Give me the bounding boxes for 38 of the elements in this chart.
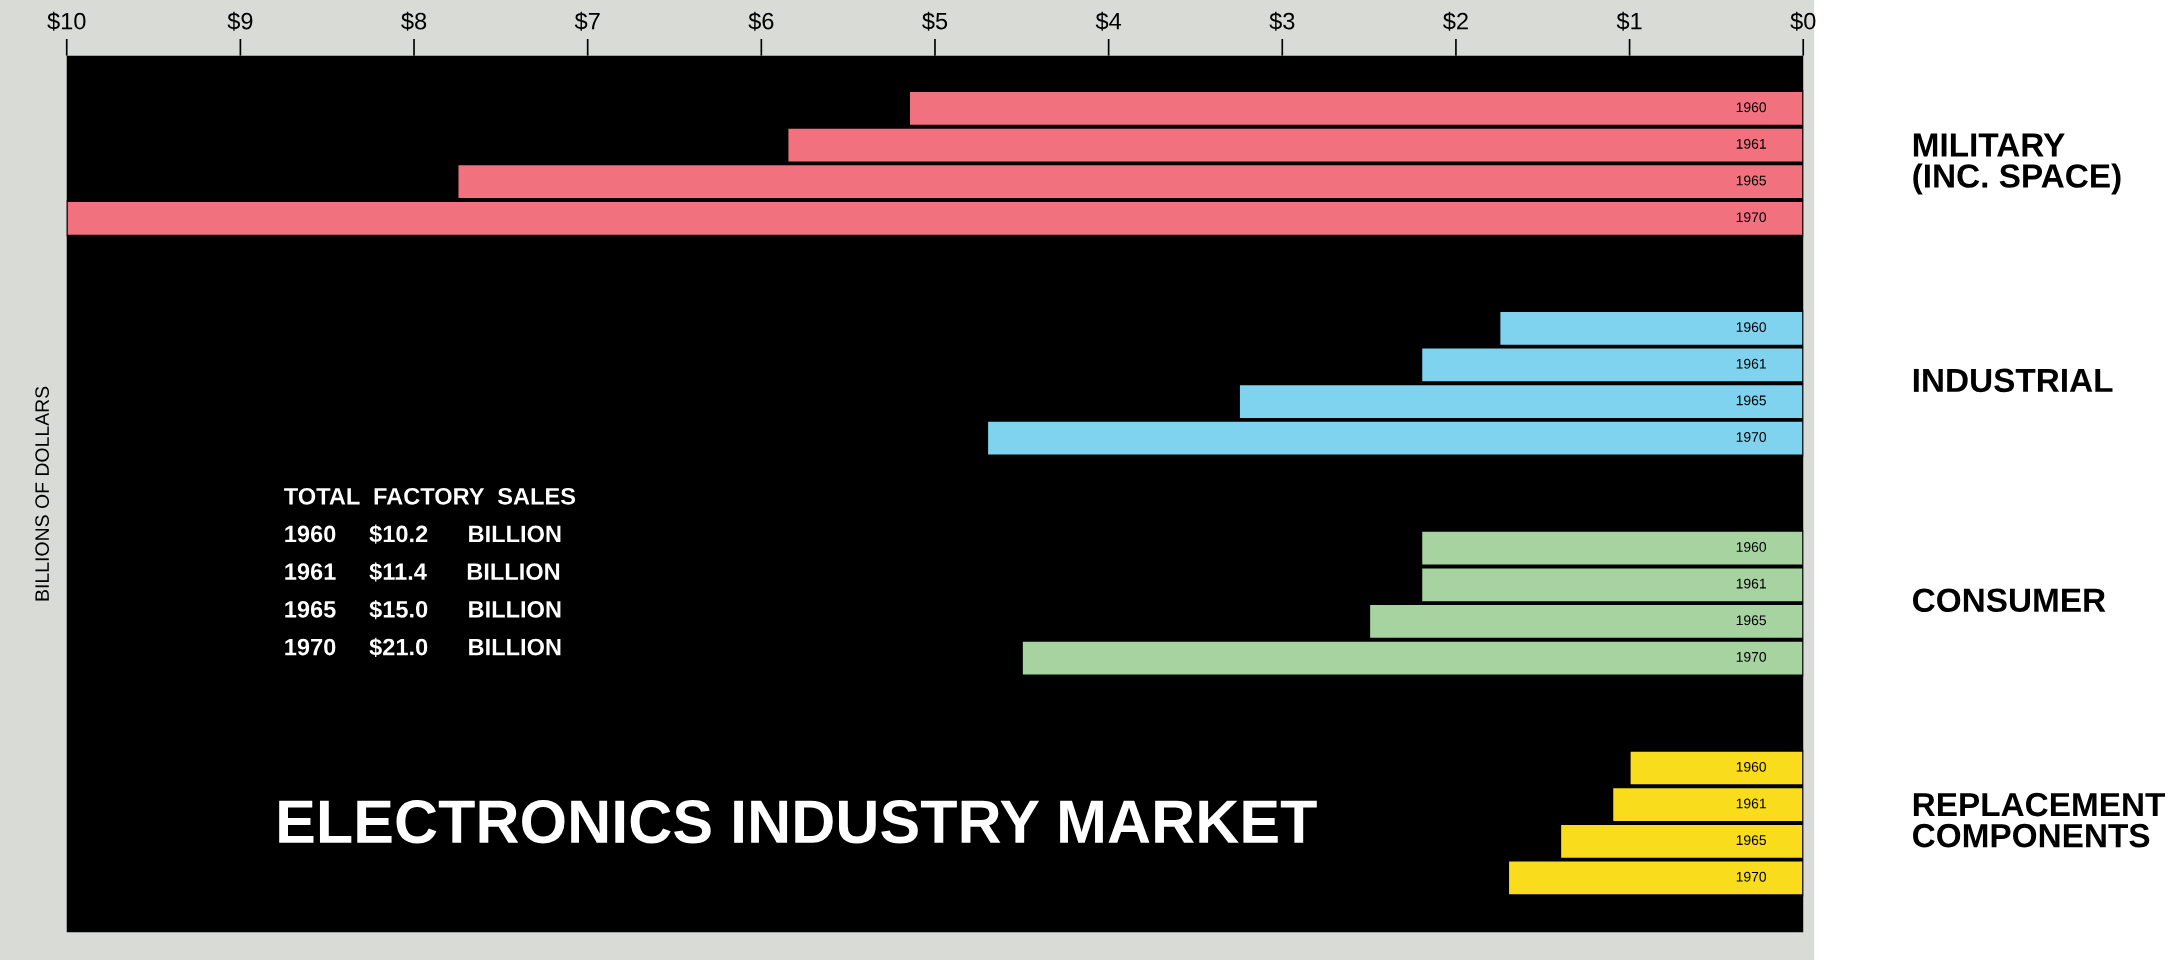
y-tick-label: 1965 bbox=[1736, 395, 1766, 406]
y-tick-label: 1970 bbox=[1736, 651, 1767, 662]
annotation: 1960 $10.2 BILLION bbox=[285, 524, 561, 544]
y-tick-label: 1961 bbox=[1736, 798, 1766, 809]
x-tick-label: $9 bbox=[227, 11, 253, 31]
x-tick-label: $0 bbox=[1790, 11, 1816, 31]
x-tick-label: $7 bbox=[574, 11, 600, 31]
x-tick-label: $4 bbox=[1095, 11, 1122, 31]
y-tick-label: 1961 bbox=[1736, 578, 1766, 589]
text: CONSUMER bbox=[1913, 588, 2106, 613]
annotation: TOTAL FACTORY SALES bbox=[284, 487, 576, 505]
y-tick-label: 1960 bbox=[1736, 322, 1767, 333]
y-tick-label: 1965 bbox=[1736, 175, 1766, 186]
y-tick-label: 1970 bbox=[1736, 432, 1767, 442]
y-tick-label: 1960 bbox=[1736, 542, 1767, 552]
x-tick-label: $8 bbox=[401, 11, 427, 31]
x-tick-label: $2 bbox=[1443, 11, 1468, 31]
x-tick-label: $1 bbox=[1616, 11, 1642, 31]
annotation: 1965 $15.0 BILLION bbox=[285, 599, 561, 620]
y-tick-label: 1970 bbox=[1736, 871, 1767, 882]
annotation: 1961 $11.4 BILLION bbox=[285, 562, 560, 582]
y-tick-label: 1960 bbox=[1736, 102, 1767, 113]
y-tick-label: 1970 bbox=[1736, 212, 1767, 223]
x-tick-label: $10 bbox=[47, 11, 86, 31]
y-tick-label: 1960 bbox=[1736, 761, 1767, 772]
annotation: ELECTRONICS INDUSTRY MARKET bbox=[279, 800, 1317, 844]
y-tick-label: 1965 bbox=[1736, 615, 1766, 626]
y-tick-label: 1965 bbox=[1736, 835, 1766, 846]
x-tick-label: $5 bbox=[922, 11, 948, 31]
x-tick-label: $6 bbox=[748, 11, 774, 31]
text: MILITARY (INC. SPACE) bbox=[1913, 133, 2121, 195]
text: REPLACEMENT COMPONENTS bbox=[1913, 792, 2166, 848]
annotation: 1970 $21.0 BILLION bbox=[285, 637, 561, 657]
text: INDUSTRIAL bbox=[1913, 368, 2113, 393]
x-tick-label: $3 bbox=[1269, 11, 1295, 31]
y-tick-label: 1961 bbox=[1736, 358, 1766, 369]
y-tick-label: 1961 bbox=[1736, 138, 1766, 149]
y-axis-title: BILLIONS OF DOLLARS bbox=[35, 386, 49, 601]
